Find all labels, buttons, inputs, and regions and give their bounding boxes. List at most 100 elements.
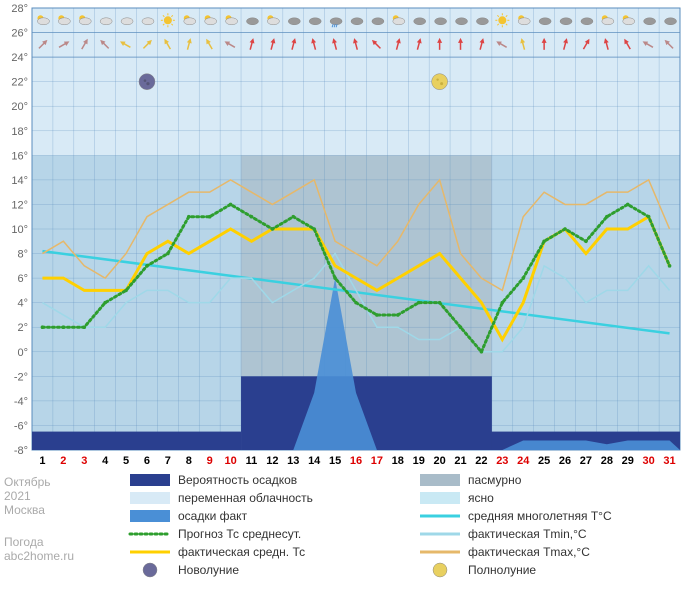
weather-icon [539, 18, 551, 25]
y-tick-label: 20° [11, 101, 28, 113]
x-tick-label: 22 [475, 455, 487, 467]
legend-label: средняя многолетняя Т°С [468, 509, 612, 523]
x-tick-label: 26 [559, 455, 571, 467]
x-tick-label: 18 [392, 455, 404, 467]
legend-label: Вероятность осадков [178, 473, 297, 487]
legend-label: осадки факт [178, 509, 248, 523]
weather-icon [456, 18, 468, 25]
x-tick-label: 5 [123, 455, 129, 467]
y-tick-label: 6° [17, 273, 28, 285]
x-tick-label: 16 [350, 455, 362, 467]
y-tick-label: 18° [11, 126, 28, 138]
legend-item: Вероятность осадков [130, 473, 297, 487]
weather-icon [351, 18, 363, 25]
legend-label: переменная облачность [178, 491, 313, 505]
legend-item: осадки факт [130, 509, 248, 523]
legend-item: фактическая Tmax,°С [420, 545, 590, 559]
month-label: Октябрь [4, 475, 51, 489]
x-tick-label: 28 [601, 455, 613, 467]
legend-item: фактическая средн. Тс [130, 545, 305, 559]
x-tick-label: 19 [413, 455, 425, 467]
weather-icon [560, 18, 572, 25]
y-tick-label: 4° [17, 298, 28, 310]
site-label: abc2home.ru [4, 549, 74, 563]
x-tick-label: 24 [517, 455, 530, 467]
x-tick-label: 8 [186, 455, 192, 467]
city-label: Москва [4, 503, 45, 517]
legend-label: Новолуние [178, 563, 239, 577]
y-tick-label: 22° [11, 77, 28, 89]
weather-icon [288, 18, 300, 25]
x-tick-label: 6 [144, 455, 150, 467]
y-tick-label: 24° [11, 52, 28, 64]
y-tick-label: 12° [11, 199, 28, 211]
site-label: Погода [4, 535, 44, 549]
weather-icon [665, 18, 677, 25]
weather-icon [581, 18, 593, 25]
x-tick-label: 2 [60, 455, 66, 467]
x-tick-label: 21 [454, 455, 466, 467]
x-tick-label: 14 [308, 455, 321, 467]
legend-item: пасмурно [420, 473, 522, 487]
legend-label: фактическая средн. Тс [178, 545, 305, 559]
y-tick-label: -6° [14, 420, 28, 432]
weather-icon [414, 18, 426, 25]
x-tick-label: 15 [329, 455, 341, 467]
weather-icon [309, 18, 321, 25]
legend-label: пасмурно [468, 473, 522, 487]
x-tick-label: 29 [622, 455, 634, 467]
weather-icon [246, 18, 258, 25]
legend-label: фактическая Tmin,°С [468, 527, 587, 541]
y-tick-label: 10° [11, 224, 28, 236]
weather-icon [435, 18, 447, 25]
legend-label: фактическая Tmax,°С [468, 545, 590, 559]
legend-label: Полнолуние [468, 563, 536, 577]
x-tick-label: 10 [224, 455, 236, 467]
y-tick-label: -2° [14, 371, 28, 383]
y-tick-label: 26° [11, 28, 28, 40]
x-tick-label: 1 [39, 455, 45, 467]
legend-label: ясно [468, 491, 494, 505]
x-tick-label: 25 [538, 455, 550, 467]
y-tick-label: -4° [14, 396, 28, 408]
weather-icon [644, 18, 656, 25]
legend-item: Полнолуние [433, 563, 536, 577]
weather-icon [476, 18, 488, 25]
x-tick-label: 20 [433, 455, 445, 467]
x-tick-label: 9 [207, 455, 213, 467]
x-tick-label: 30 [643, 455, 655, 467]
x-tick-label: 13 [287, 455, 299, 467]
weather-icon [142, 18, 154, 25]
x-tick-label: 17 [371, 455, 383, 467]
y-tick-label: 28° [11, 3, 28, 15]
legend-item: ясно [420, 491, 494, 505]
y-tick-label: 2° [17, 322, 28, 334]
y-tick-label: 14° [11, 175, 28, 187]
x-tick-label: 7 [165, 455, 171, 467]
x-tick-label: 11 [246, 455, 258, 467]
x-tick-label: 12 [266, 455, 278, 467]
legend-item: Новолуние [143, 563, 239, 577]
x-tick-label: 3 [81, 455, 87, 467]
x-tick-label: 27 [580, 455, 592, 467]
legend-item: фактическая Tmin,°С [420, 527, 587, 541]
weather-icon [121, 18, 133, 25]
year-label: 2021 [4, 489, 31, 503]
x-tick-label: 4 [102, 455, 109, 467]
weather-icon [100, 18, 112, 25]
legend-item: Прогноз Тс среднесут. [130, 527, 301, 541]
legend-item: средняя многолетняя Т°С [420, 509, 612, 523]
y-tick-label: 0° [17, 347, 28, 359]
y-tick-label: 8° [17, 249, 28, 261]
precip-prob-bar [32, 432, 241, 450]
legend-item: переменная облачность [130, 491, 313, 505]
new-moon-icon [139, 74, 155, 90]
weather-chart: -8° -6° -4° -2° 0° 2° 4° 6° 8° 10° 12° 14° 16° 18° 20°… [0, 0, 687, 599]
x-tick-label: 23 [496, 455, 508, 467]
x-tick-label: 31 [663, 455, 675, 467]
full-moon-icon [432, 74, 448, 90]
y-tick-label: -8° [14, 445, 28, 457]
weather-icon [372, 18, 384, 25]
y-tick-label: 16° [11, 150, 28, 162]
legend-label: Прогноз Тс среднесут. [178, 527, 301, 541]
